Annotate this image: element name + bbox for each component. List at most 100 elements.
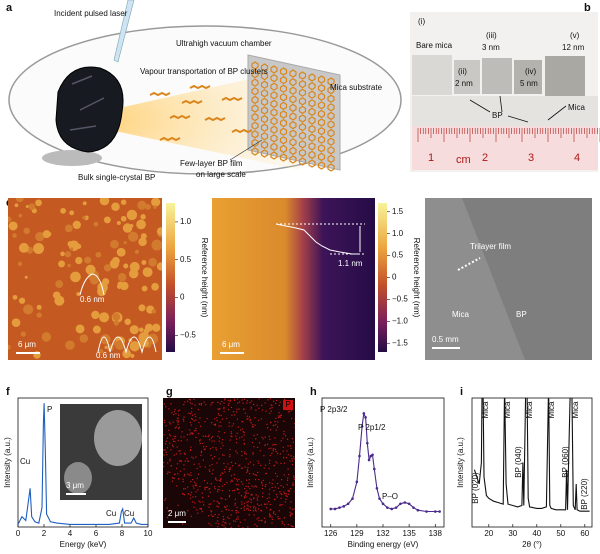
signal-dot [231, 425, 233, 427]
signal-dot [253, 486, 255, 488]
signal-dot [215, 477, 217, 479]
signal-dot [213, 500, 215, 502]
signal-dot [236, 452, 238, 454]
signal-dot [186, 457, 188, 460]
hex-lattice [289, 146, 297, 156]
grain [85, 264, 96, 275]
hex-lattice [308, 107, 316, 117]
signal-dot [173, 477, 175, 479]
grain [123, 241, 127, 245]
grain [60, 251, 65, 257]
signal-dot [248, 479, 250, 481]
signal-dot [168, 433, 171, 436]
signal-dot [172, 477, 174, 479]
hex-lattice [327, 120, 335, 129]
signal-dot [264, 521, 266, 524]
signal-dot [168, 429, 170, 431]
signal-dot [227, 404, 230, 406]
signal-dot [170, 465, 172, 467]
hex-lattice [251, 78, 259, 87]
signal-dot [218, 523, 220, 525]
hex-lattice [289, 155, 297, 164]
colorbar-tick-label: −1.5 [392, 338, 408, 347]
hex-lattice [289, 112, 297, 121]
signal-dot [196, 467, 198, 470]
signal-dot [275, 399, 278, 402]
grain [12, 294, 18, 300]
grain [67, 240, 74, 247]
signal-dot [184, 460, 186, 462]
signal-dot [193, 430, 196, 432]
grain [120, 215, 127, 222]
signal-dot [279, 517, 281, 520]
annotation: Cu [20, 457, 30, 466]
signal-dot [288, 490, 290, 493]
signal-dot [174, 427, 176, 429]
signal-dot [223, 454, 225, 457]
signal-dot [213, 456, 216, 458]
grain [147, 333, 159, 345]
grain [18, 213, 23, 218]
grain [55, 280, 64, 289]
signal-dot [175, 426, 177, 428]
signal-dot [188, 474, 190, 476]
signal-dot [166, 507, 168, 509]
signal-dot [291, 508, 293, 511]
grain [25, 204, 29, 208]
bp-crystal [55, 66, 124, 153]
signal-dot [234, 414, 236, 416]
signal-dot [203, 504, 205, 506]
hex-lattice [327, 137, 335, 146]
signal-dot [216, 417, 218, 419]
data-point [433, 510, 437, 513]
signal-dot [223, 468, 226, 471]
signal-dot [229, 456, 231, 458]
signal-dot [202, 459, 204, 461]
hex-lattice [317, 144, 326, 153]
signal-dot [287, 445, 289, 447]
signal-dot [234, 498, 236, 500]
signal-dot [180, 460, 182, 462]
cluster [149, 91, 171, 97]
signal-dot [257, 517, 260, 519]
signal-dot [194, 502, 196, 504]
signal-dot [280, 492, 282, 495]
signal-dot [236, 480, 239, 482]
signal-dot [272, 450, 274, 452]
signal-dot [260, 504, 262, 506]
signal-dot [278, 416, 281, 418]
signal-dot [240, 507, 242, 510]
signal-dot [240, 495, 243, 497]
signal-dot [235, 462, 237, 465]
annotation: P 2p3/2 [320, 405, 348, 414]
signal-dot [258, 398, 260, 400]
signal-dot [241, 467, 243, 469]
signal-dot [199, 466, 201, 468]
signal-dot [212, 401, 214, 404]
signal-dot [238, 408, 240, 410]
signal-dot [165, 406, 167, 408]
signal-dot [271, 486, 273, 488]
hex-lattice [317, 83, 326, 93]
cluster [159, 136, 181, 142]
signal-dot [259, 464, 262, 467]
signal-dot [183, 468, 185, 470]
data-point [333, 507, 337, 511]
grain [23, 227, 30, 235]
data-point [375, 487, 379, 490]
signal-dot [252, 453, 254, 455]
signal-dot [189, 449, 192, 451]
signal-dot [204, 487, 206, 489]
signal-dot [223, 525, 225, 527]
signal-dot [165, 451, 167, 453]
signal-dot [255, 494, 257, 496]
signal-dot [271, 522, 273, 524]
colorbar-tick-label: 1.0 [392, 229, 404, 238]
signal-dot [169, 458, 171, 460]
signal-dot [271, 452, 273, 455]
signal-dot [206, 486, 208, 489]
signal-dot [272, 479, 274, 481]
signal-dot [219, 437, 221, 439]
signal-dot [250, 408, 252, 410]
signal-dot [235, 450, 237, 452]
